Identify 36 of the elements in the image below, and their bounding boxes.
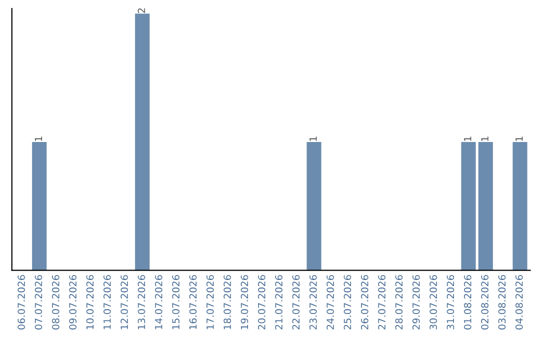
x-tick-label: 16.07.2026: [189, 275, 197, 330]
data-label: 1: [310, 136, 317, 141]
x-tick-label: 26.07.2026: [360, 275, 368, 330]
x-tick-label: 11.07.2026: [103, 275, 111, 330]
data-label: 1: [34, 136, 42, 141]
x-tick-label: 01.08.2026: [464, 275, 472, 330]
x-tick-label: 02.08.2026: [481, 275, 488, 330]
x-tick-label: 23.07.2026: [309, 275, 317, 330]
x-tick-label: 27.07.2026: [378, 275, 386, 330]
x-tick-label: 19.07.2026: [240, 275, 248, 330]
x-tick-label: 08.07.2026: [52, 275, 60, 330]
data-label: 1: [464, 136, 472, 141]
x-tick-label: 17.07.2026: [206, 275, 214, 330]
x-tick-label: 28.07.2026: [395, 275, 403, 330]
x-tick-label: 13.07.2026: [138, 275, 146, 330]
x-tick-label: 29.07.2026: [412, 275, 420, 330]
data-label: 1: [481, 136, 488, 141]
x-tick-label: 30.07.2026: [430, 275, 437, 330]
x-tick-label: 21.07.2026: [275, 275, 282, 330]
x-tick-label: 04.08.2026: [515, 275, 523, 330]
x-tick-label: 20.07.2026: [258, 275, 266, 330]
x-tick-label: 18.07.2026: [224, 275, 231, 330]
x-tick-label: 09.07.2026: [69, 275, 76, 330]
x-tick-label: 03.08.2026: [498, 275, 506, 330]
data-label: 2: [138, 8, 146, 13]
x-tick-label: 06.07.2026: [18, 275, 25, 330]
x-tick-label: 07.07.2026: [34, 275, 42, 330]
x-tick-label: 22.07.2026: [292, 275, 300, 330]
x-tick-label: 10.07.2026: [86, 275, 94, 330]
x-tick-label: 12.07.2026: [120, 275, 128, 330]
x-tick-label: 31.07.2026: [446, 275, 454, 330]
x-tick-label: 15.07.2026: [172, 275, 180, 330]
x-tick-label: 24.07.2026: [326, 275, 334, 330]
data-label: 1: [516, 136, 523, 141]
x-tick-label: 14.07.2026: [154, 275, 162, 330]
x-tick-label: 25.07.2026: [344, 275, 352, 330]
